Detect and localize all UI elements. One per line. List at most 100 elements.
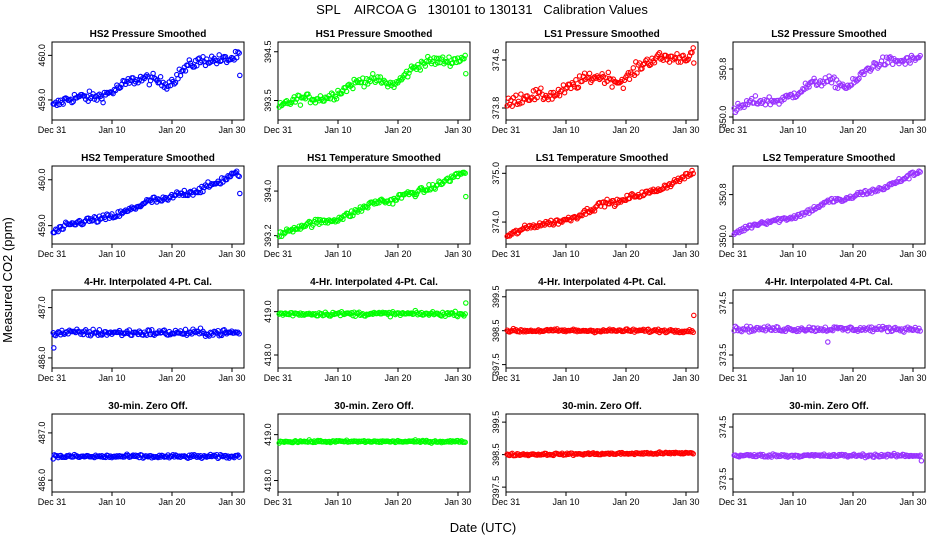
data-point (593, 204, 599, 210)
data-point (221, 327, 227, 333)
y-tick-label: 374.6 (491, 49, 501, 72)
x-tick-label: Jan 10 (98, 373, 125, 383)
data-point (391, 84, 397, 91)
panel-grid: HS2 Pressure Smoothed Dec 31 Jan 10 Jan 20 J… (37, 29, 927, 507)
plot-frame (277, 413, 471, 493)
y-tick-label: 375.0 (491, 162, 501, 185)
data-point (422, 63, 429, 69)
data-point (176, 453, 183, 459)
data-point (331, 97, 337, 103)
panel-8: LS2 Temperature Smoothed Dec 31 Jan 10 Jan … (718, 153, 927, 259)
data-point (771, 98, 777, 104)
data-point (281, 231, 287, 237)
data-point (690, 170, 696, 177)
data-point (456, 170, 462, 177)
data-point (685, 56, 691, 62)
data-point (462, 52, 468, 59)
y-tick-label: 486.0 (37, 469, 47, 492)
data-point (539, 221, 545, 228)
x-tick-label: Jan 20 (384, 125, 411, 135)
data-point (518, 91, 524, 97)
data-point (321, 312, 327, 318)
data-point (655, 186, 661, 192)
data-point (459, 311, 466, 318)
data-point (917, 169, 923, 175)
x-tick-label: Jan 10 (324, 373, 351, 383)
data-point (142, 331, 149, 337)
y-tick-label: 350.0 (718, 106, 728, 129)
panel-title: 4-Hr. Interpolated 4-Pt. Cal. (538, 277, 666, 288)
data-point (310, 439, 316, 446)
data-point (904, 55, 911, 61)
outlier-point (463, 70, 469, 77)
data-point (420, 186, 426, 193)
data-point (348, 309, 355, 316)
outlier-point (918, 458, 925, 464)
x-tick-label: Jan 30 (672, 497, 699, 507)
data-series (50, 451, 242, 462)
data-point (55, 228, 61, 235)
data-point (197, 189, 204, 196)
data-point (342, 438, 349, 445)
panel-title: 30-min. Zero Off. (334, 401, 414, 412)
data-point (671, 450, 678, 457)
data-point (741, 104, 747, 110)
outlier-point (691, 60, 697, 66)
x-tick-label: Dec 31 (492, 125, 521, 135)
data-point (215, 58, 221, 64)
data-point (620, 85, 627, 92)
data-point (674, 329, 680, 335)
data-point (236, 331, 242, 337)
data-point (300, 224, 306, 230)
x-tick-label: Jan 10 (779, 497, 806, 507)
data-point (743, 323, 750, 330)
data-point (194, 62, 200, 69)
y-tick-label: 399.5 (491, 411, 501, 434)
data-point (884, 184, 891, 190)
data-point (157, 74, 164, 80)
panel-title: LS1 Pressure Smoothed (544, 29, 660, 40)
data-point (431, 55, 437, 61)
data-point (91, 214, 98, 220)
data-point (343, 88, 350, 95)
data-point (191, 328, 198, 335)
data-point (653, 327, 659, 333)
data-point (328, 90, 335, 96)
y-tick-label: 418.0 (263, 344, 273, 367)
y-tick-label: 459.0 (37, 89, 47, 112)
plot-frame (505, 165, 699, 245)
data-point (286, 100, 292, 106)
data-point (115, 454, 121, 460)
data-point (195, 452, 201, 459)
data-point (147, 331, 154, 338)
x-tick-label: Jan 10 (552, 125, 579, 135)
data-point (810, 452, 816, 458)
data-point (916, 325, 922, 332)
x-tick-label: Jan 10 (779, 125, 806, 135)
x-tick-label: Dec 31 (264, 249, 293, 259)
x-tick-label: Jan 30 (218, 497, 245, 507)
x-tick-label: Jan 30 (672, 249, 699, 259)
data-point (136, 328, 143, 334)
data-point (536, 329, 543, 335)
data-point (684, 57, 690, 64)
data-series (504, 449, 696, 459)
data-point (215, 327, 221, 334)
data-point (100, 99, 106, 106)
y-tick-label: 374.5 (718, 416, 728, 439)
x-tick-label: Jan 10 (98, 497, 125, 507)
data-point (96, 327, 103, 333)
data-point (200, 454, 206, 460)
data-point (59, 327, 65, 334)
data-point (60, 101, 66, 107)
plot-frame (505, 41, 699, 121)
x-tick-label: Dec 31 (264, 125, 293, 135)
outlier-point (463, 193, 469, 200)
data-point (292, 99, 299, 105)
data-point (180, 67, 186, 74)
x-tick-label: Jan 30 (899, 373, 926, 383)
x-tick-label: Jan 30 (218, 373, 245, 383)
data-point (640, 192, 647, 199)
x-tick-label: Dec 31 (719, 125, 748, 135)
data-point (630, 65, 637, 71)
